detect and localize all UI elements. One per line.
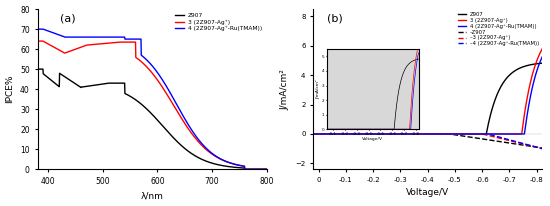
Line: 4 (2Z907-Ag⁺-Ru(TMAM)): 4 (2Z907-Ag⁺-Ru(TMAM)): [37, 29, 267, 169]
Z907: [241, 168, 248, 171]
3 (2Z907-Ag⁺): [456, 133, 463, 135]
Z907: [180, 146, 186, 149]
3 (2Z907-Ag⁺): [263, 168, 270, 171]
-3 (2Z907-Ag⁺): [443, 133, 449, 135]
3 (2Z907-Ag⁺): [324, 133, 331, 135]
Legend: Z907, 3 (2Z907-Ag⁺), 4 (2Z907-Ag⁺-Ru(TMAM)), –Z907, –3 (2Z907-Ag⁺), –4 (2Z907-Ag: Z907, 3 (2Z907-Ag⁺), 4 (2Z907-Ag⁺-Ru(TMA…: [457, 12, 540, 47]
4 (2Z907-Ag⁺-Ru(TMAM)): [483, 133, 490, 135]
Z907: [539, 62, 546, 64]
Line: 3 (2Z907-Ag⁺): 3 (2Z907-Ag⁺): [37, 41, 267, 169]
Z907: [483, 130, 490, 132]
4 (2Z907-Ag⁺-Ru(TMAM)): [507, 133, 514, 135]
4 (2Z907-Ag⁺-Ru(TMAM)): [173, 103, 180, 105]
4 (2Z907-Ag⁺-Ru(TMAM)): [167, 92, 174, 95]
Text: (b): (b): [327, 14, 343, 24]
-3 (2Z907-Ag⁺): [310, 133, 316, 135]
Text: (a): (a): [60, 14, 76, 24]
Line: -Z907: -Z907: [313, 134, 542, 148]
-Z907: [324, 133, 331, 135]
-4 (2Z907-Ag⁺-Ru(TMAM)): [456, 133, 463, 135]
-4 (2Z907-Ag⁺-Ru(TMAM)): [449, 133, 455, 135]
X-axis label: Voltage/V: Voltage/V: [406, 188, 449, 197]
-Z907: [310, 133, 316, 135]
4 (2Z907-Ag⁺-Ru(TMAM)): [539, 56, 546, 58]
3 (2Z907-Ag⁺): [48, 44, 55, 47]
Z907: [173, 140, 180, 142]
4 (2Z907-Ag⁺-Ru(TMAM)): [456, 133, 463, 135]
-4 (2Z907-Ag⁺-Ru(TMAM)): [443, 133, 449, 135]
-3 (2Z907-Ag⁺): [483, 134, 490, 136]
-Z907: [483, 138, 490, 141]
4 (2Z907-Ag⁺-Ru(TMAM)): [34, 28, 41, 30]
-Z907: [456, 134, 463, 137]
-4 (2Z907-Ag⁺-Ru(TMAM)): [507, 139, 514, 141]
4 (2Z907-Ag⁺-Ru(TMAM)): [232, 163, 238, 166]
Z907: [232, 166, 238, 169]
Z907: [456, 133, 463, 135]
Z907: [34, 68, 41, 70]
Z907: [324, 133, 331, 135]
-3 (2Z907-Ag⁺): [449, 133, 455, 135]
-Z907: [449, 133, 455, 136]
Z907: [507, 73, 514, 76]
-3 (2Z907-Ag⁺): [507, 140, 514, 142]
4 (2Z907-Ag⁺-Ru(TMAM)): [310, 133, 316, 135]
4 (2Z907-Ag⁺-Ru(TMAM)): [48, 31, 55, 33]
-4 (2Z907-Ag⁺-Ru(TMAM)): [539, 147, 546, 150]
-4 (2Z907-Ag⁺-Ru(TMAM)): [324, 133, 331, 135]
-3 (2Z907-Ag⁺): [324, 133, 331, 135]
Z907: [449, 133, 455, 135]
3 (2Z907-Ag⁺): [507, 133, 514, 135]
-4 (2Z907-Ag⁺-Ru(TMAM)): [310, 133, 316, 135]
Line: -3 (2Z907-Ag⁺): -3 (2Z907-Ag⁺): [313, 134, 542, 149]
-Z907: [443, 133, 449, 135]
4 (2Z907-Ag⁺-Ru(TMAM)): [443, 133, 449, 135]
4 (2Z907-Ag⁺-Ru(TMAM)): [324, 133, 331, 135]
3 (2Z907-Ag⁺): [241, 168, 248, 171]
Line: -4 (2Z907-Ag⁺-Ru(TMAM)): -4 (2Z907-Ag⁺-Ru(TMAM)): [313, 134, 542, 149]
4 (2Z907-Ag⁺-Ru(TMAM)): [208, 151, 214, 154]
-3 (2Z907-Ag⁺): [539, 147, 546, 150]
4 (2Z907-Ag⁺-Ru(TMAM)): [449, 133, 455, 135]
Z907: [263, 168, 270, 171]
Z907: [208, 162, 214, 164]
Line: Z907: Z907: [313, 63, 542, 134]
3 (2Z907-Ag⁺): [310, 133, 316, 135]
3 (2Z907-Ag⁺): [443, 133, 449, 135]
X-axis label: λ/nm: λ/nm: [141, 191, 163, 200]
Y-axis label: IPCE%: IPCE%: [6, 75, 14, 103]
Line: 4 (2Z907-Ag⁺-Ru(TMAM)): 4 (2Z907-Ag⁺-Ru(TMAM)): [313, 57, 542, 134]
-Z907: [507, 142, 514, 144]
3 (2Z907-Ag⁺): [34, 40, 41, 42]
Legend: Z907, 3 (2Z907-Ag⁺), 4 (2Z907-Ag⁺-Ru(TMAM)): Z907, 3 (2Z907-Ag⁺), 4 (2Z907-Ag⁺-Ru(TMA…: [174, 12, 263, 32]
Y-axis label: J/mA/cm²: J/mA/cm²: [280, 69, 290, 110]
Line: 3 (2Z907-Ag⁺): 3 (2Z907-Ag⁺): [313, 49, 542, 134]
-Z907: [539, 147, 546, 149]
Z907: [310, 133, 316, 135]
Z907: [167, 133, 174, 136]
-3 (2Z907-Ag⁺): [456, 133, 463, 135]
3 (2Z907-Ag⁺): [539, 48, 546, 50]
3 (2Z907-Ag⁺): [449, 133, 455, 135]
Z907: [443, 133, 449, 135]
Line: Z907: Z907: [37, 69, 267, 169]
4 (2Z907-Ag⁺-Ru(TMAM)): [263, 168, 270, 171]
3 (2Z907-Ag⁺): [232, 163, 238, 165]
3 (2Z907-Ag⁺): [180, 120, 186, 123]
3 (2Z907-Ag⁺): [208, 152, 214, 155]
Z907: [48, 79, 55, 82]
4 (2Z907-Ag⁺-Ru(TMAM)): [180, 115, 186, 118]
3 (2Z907-Ag⁺): [483, 133, 490, 135]
3 (2Z907-Ag⁺): [173, 109, 180, 111]
4 (2Z907-Ag⁺-Ru(TMAM)): [241, 168, 248, 171]
-4 (2Z907-Ag⁺-Ru(TMAM)): [483, 133, 490, 135]
3 (2Z907-Ag⁺): [167, 99, 174, 101]
